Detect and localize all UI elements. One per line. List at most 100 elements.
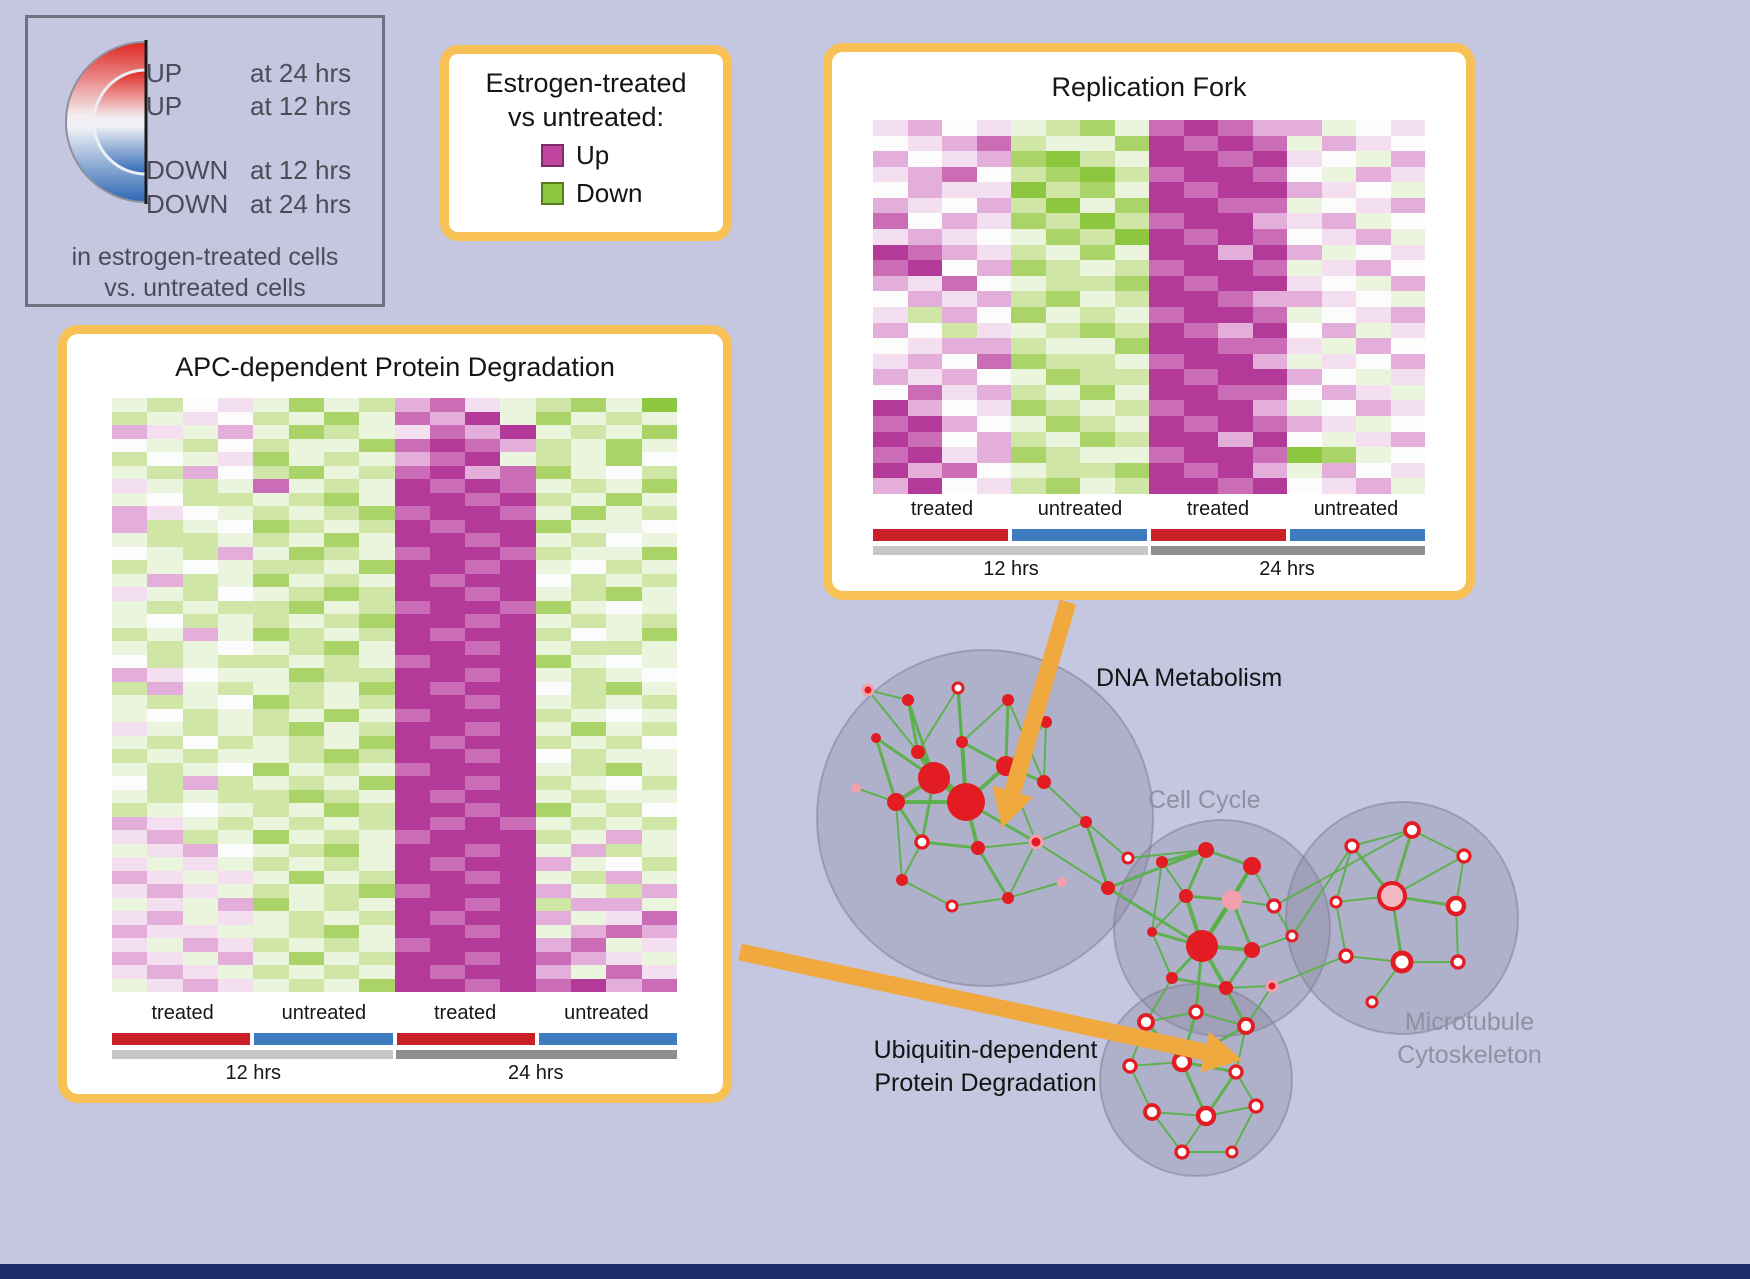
- heatmap-cell: [182, 587, 218, 601]
- heatmap-cell: [606, 843, 642, 857]
- heatmap-cell: [112, 654, 148, 668]
- heatmap-cell: [182, 398, 218, 412]
- heatmap-cell: [1356, 291, 1391, 307]
- heatmap-cell: [500, 438, 536, 452]
- network-edge: [964, 800, 1038, 844]
- network-edge: [976, 846, 1010, 900]
- heatmap-cell: [394, 479, 430, 493]
- heatmap-cell: [359, 465, 395, 479]
- heatmap-cell: [571, 654, 607, 668]
- network-edge: [1170, 976, 1228, 990]
- heatmap-cell: [1218, 197, 1253, 214]
- heatmap-cell: [1218, 431, 1253, 448]
- heatmap-cell: [1183, 151, 1218, 167]
- heatmap-cell: [147, 695, 183, 709]
- heatmap-cell: [147, 735, 183, 749]
- heatmap-cell: [288, 479, 324, 493]
- network-edge: [1145, 1011, 1197, 1023]
- heatmap-cell: [465, 843, 501, 857]
- heatmap-cell: [606, 627, 642, 641]
- heatmap-cell: [323, 560, 360, 574]
- group-color-segment: [396, 1033, 535, 1045]
- heatmap-cell: [465, 519, 501, 533]
- caption-line-2: vs. untreated cells: [104, 274, 306, 303]
- heatmap-cell: [873, 120, 908, 136]
- heatmap-cell: [1149, 400, 1184, 417]
- network-edge: [1007, 881, 1063, 899]
- heatmap-cell: [147, 830, 183, 844]
- heatmap-cell: [359, 884, 395, 898]
- heatmap-cell: [1356, 338, 1391, 354]
- heatmap-cell: [217, 587, 254, 601]
- heatmap-cell: [1045, 275, 1080, 292]
- heatmap-cell: [1218, 260, 1253, 276]
- heatmap-cell: [1114, 229, 1149, 245]
- heatmap-cell: [288, 870, 324, 884]
- heatmap-cell: [571, 600, 607, 614]
- heatmap-cell: [323, 708, 360, 722]
- heatmap-cell: [429, 789, 466, 803]
- heatmap-cell: [976, 338, 1011, 354]
- heatmap-cell: [1149, 120, 1184, 136]
- heatmap-cell: [1149, 229, 1184, 245]
- heatmap-cell: [1321, 416, 1356, 432]
- heatmap-cell: [1045, 244, 1080, 261]
- heatmap-cell: [1011, 229, 1046, 245]
- heatmap-cell: [359, 668, 395, 682]
- heatmap-cell: [606, 573, 642, 587]
- heatmap-cell: [976, 135, 1011, 152]
- heatmap-cell: [429, 884, 466, 898]
- heatmap-cell: [323, 411, 360, 425]
- heatmap-cell: [873, 353, 908, 370]
- heatmap-cell: [641, 411, 677, 425]
- heatmap-cell: [147, 573, 183, 587]
- heatmap-cell: [873, 244, 908, 261]
- heatmap-cell: [323, 897, 360, 911]
- network-node-solid: [1166, 972, 1178, 984]
- heatmap-cell: [465, 681, 501, 695]
- heatmap-cell: [873, 229, 908, 245]
- heatmap-cell: [1390, 229, 1425, 245]
- heatmap-cell: [1287, 431, 1322, 448]
- heatmap-cell: [606, 789, 642, 803]
- heatmap-cell: [182, 803, 218, 817]
- heatmap-cell: [182, 843, 218, 857]
- heatmap-cell: [535, 749, 572, 763]
- heatmap-cell: [1080, 135, 1115, 152]
- heatmap-cell: [1252, 151, 1287, 167]
- heatmap-cell: [500, 870, 536, 884]
- network-node-ring: [1237, 1017, 1255, 1035]
- heatmap-cell: [359, 587, 395, 601]
- heatmap-cell: [1149, 353, 1184, 370]
- heatmap-cell: [1287, 291, 1322, 307]
- heatmap-cell: [1390, 384, 1425, 401]
- heatmap-cell: [1218, 478, 1253, 494]
- heatmap-cell: [112, 911, 148, 925]
- heatmap-cell: [500, 951, 536, 965]
- network-edge: [855, 787, 897, 803]
- heatmap-cell: [112, 668, 148, 682]
- network-node-ring: [1266, 898, 1282, 914]
- up-color-swatch: [541, 143, 564, 167]
- heatmap-cell: [1183, 322, 1218, 339]
- heatmap-cell: [641, 465, 677, 479]
- heatmap-cell: [217, 857, 254, 871]
- heatmap-cell: [147, 627, 183, 641]
- panel-arrow-shaft: [1004, 599, 1077, 794]
- heatmap-cell: [873, 322, 908, 339]
- heatmap-cell: [500, 708, 536, 722]
- network-edge: [1184, 894, 1234, 902]
- heatmap-cell: [217, 573, 254, 587]
- heatmap-cell: [217, 789, 254, 803]
- heatmap-cell: [147, 938, 183, 952]
- heatmap-cell: [253, 924, 289, 938]
- heatmap-cell: [394, 587, 430, 601]
- network-edge: [1225, 985, 1273, 989]
- group-color-segment: [873, 529, 1008, 541]
- heatmap-cell: [1080, 244, 1115, 261]
- heatmap-cell: [253, 398, 289, 412]
- heatmap-cell: [1287, 353, 1322, 370]
- apc-heatmap: [112, 398, 677, 992]
- heatmap-cell: [942, 120, 977, 136]
- heatmap-cell: [1114, 166, 1149, 183]
